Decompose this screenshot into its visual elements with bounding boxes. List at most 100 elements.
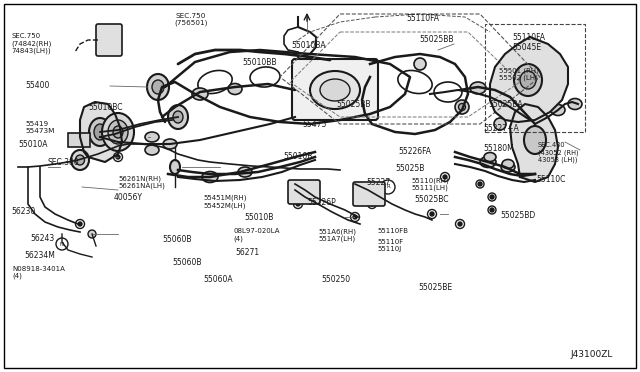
Ellipse shape [294, 199, 303, 208]
Text: 55475: 55475 [303, 120, 327, 129]
Text: 55419
55473M: 55419 55473M [26, 121, 55, 134]
Bar [485, 24, 585, 132]
Ellipse shape [238, 167, 252, 177]
Text: 55025BD: 55025BD [500, 211, 536, 219]
Text: 55025BC: 55025BC [414, 195, 449, 203]
Circle shape [381, 180, 395, 194]
Ellipse shape [296, 202, 300, 206]
Ellipse shape [170, 160, 180, 174]
Ellipse shape [370, 202, 374, 206]
Text: 55010A: 55010A [18, 140, 47, 149]
FancyBboxPatch shape [96, 24, 122, 56]
Ellipse shape [440, 173, 449, 182]
Text: 55025BE: 55025BE [418, 283, 452, 292]
Ellipse shape [152, 80, 164, 94]
Text: SEC.430
(43052 (RH)
43053 (LH)): SEC.430 (43052 (RH) 43053 (LH)) [538, 142, 578, 163]
Ellipse shape [192, 88, 208, 100]
Ellipse shape [173, 111, 183, 123]
Text: 56261N(RH)
56261NA(LH): 56261N(RH) 56261NA(LH) [118, 175, 165, 189]
Text: 55226P: 55226P [307, 198, 336, 207]
Text: 55110FA: 55110FA [406, 14, 440, 23]
Ellipse shape [434, 82, 462, 102]
Text: 55025BB: 55025BB [336, 100, 371, 109]
Text: 55025BB: 55025BB [419, 35, 454, 44]
Text: 55060B: 55060B [173, 258, 202, 267]
Ellipse shape [455, 100, 469, 114]
Ellipse shape [520, 71, 536, 89]
Ellipse shape [113, 126, 123, 138]
Text: 55060A: 55060A [204, 275, 233, 284]
Ellipse shape [94, 124, 106, 140]
Polygon shape [490, 37, 568, 122]
Text: 55400: 55400 [26, 81, 50, 90]
Ellipse shape [250, 67, 280, 87]
Ellipse shape [493, 87, 507, 97]
Ellipse shape [168, 105, 188, 129]
Text: 55010BC: 55010BC [88, 103, 123, 112]
Ellipse shape [458, 222, 462, 226]
Ellipse shape [514, 64, 542, 96]
Ellipse shape [484, 153, 496, 161]
Circle shape [56, 238, 68, 250]
FancyBboxPatch shape [288, 180, 320, 204]
Ellipse shape [568, 99, 582, 109]
Text: 55010B: 55010B [284, 153, 313, 161]
Ellipse shape [320, 79, 350, 101]
Text: 55025BA: 55025BA [488, 100, 523, 109]
Ellipse shape [490, 208, 494, 212]
Ellipse shape [502, 160, 514, 169]
Ellipse shape [102, 113, 134, 151]
Ellipse shape [306, 190, 310, 194]
Text: N: N [60, 241, 64, 247]
Ellipse shape [488, 206, 496, 214]
Text: 56271: 56271 [236, 248, 260, 257]
Ellipse shape [228, 83, 242, 94]
Text: 55227+A: 55227+A [483, 124, 519, 133]
Ellipse shape [430, 212, 434, 216]
Text: SEC.750
(74842(RH)
74843(LH)): SEC.750 (74842(RH) 74843(LH)) [12, 33, 52, 54]
Text: 40056Y: 40056Y [114, 193, 143, 202]
Ellipse shape [478, 182, 482, 186]
Ellipse shape [303, 187, 312, 196]
Text: 55010BA: 55010BA [291, 41, 326, 50]
Text: 55110(RH)
55111(LH): 55110(RH) 55111(LH) [412, 177, 449, 191]
Ellipse shape [480, 157, 496, 167]
Ellipse shape [88, 230, 96, 238]
Text: 550250: 550250 [321, 275, 351, 284]
Ellipse shape [71, 150, 89, 170]
Text: 55010BB: 55010BB [242, 58, 276, 67]
Ellipse shape [470, 82, 486, 94]
Ellipse shape [89, 118, 111, 146]
Ellipse shape [490, 195, 494, 199]
Ellipse shape [147, 74, 169, 100]
Ellipse shape [476, 180, 484, 188]
Text: SEC.380: SEC.380 [48, 158, 79, 167]
Text: 55110FB: 55110FB [378, 228, 408, 234]
Text: 55110FA: 55110FA [512, 33, 545, 42]
Text: N08918-3401A
(4): N08918-3401A (4) [13, 266, 66, 279]
Ellipse shape [145, 132, 159, 142]
Ellipse shape [524, 126, 546, 154]
Text: 55227: 55227 [366, 178, 390, 187]
Ellipse shape [198, 70, 232, 93]
Ellipse shape [351, 212, 360, 221]
Text: R: R [386, 185, 390, 189]
Ellipse shape [414, 58, 426, 70]
Text: 55045E: 55045E [512, 43, 541, 52]
Ellipse shape [488, 193, 496, 201]
Text: 55501 (RH)
55502 (LH): 55501 (RH) 55502 (LH) [499, 67, 539, 81]
Text: 56243: 56243 [31, 234, 55, 243]
Ellipse shape [163, 139, 177, 149]
Text: J43100ZL: J43100ZL [571, 350, 613, 359]
Text: 08L97-020LA
(4): 08L97-020LA (4) [234, 228, 280, 242]
Ellipse shape [494, 118, 506, 130]
Ellipse shape [202, 171, 218, 183]
Ellipse shape [367, 199, 376, 208]
Polygon shape [80, 102, 122, 162]
Ellipse shape [116, 155, 120, 159]
Text: 55110C: 55110C [536, 175, 566, 184]
Text: 55110F
55110J: 55110F 55110J [378, 239, 404, 252]
Ellipse shape [501, 162, 515, 172]
FancyBboxPatch shape [292, 59, 378, 120]
Ellipse shape [108, 120, 128, 144]
